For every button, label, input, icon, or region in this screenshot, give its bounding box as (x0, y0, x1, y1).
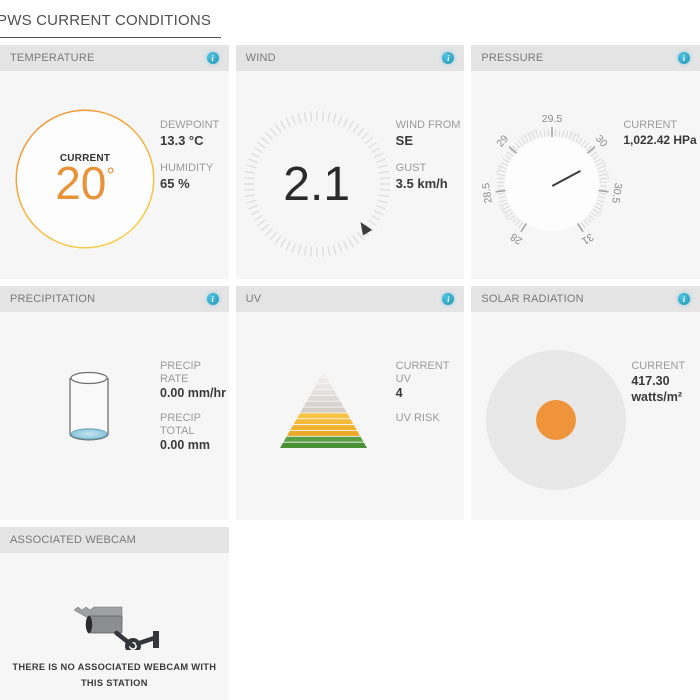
svg-text:28.5: 28.5 (480, 182, 495, 204)
svg-text:VERY DRY: VERY DRY (600, 158, 611, 182)
svg-text:30.5: 30.5 (610, 182, 625, 204)
svg-text:RAIN: RAIN (495, 164, 503, 176)
svg-text:FAIR: FAIR (570, 130, 582, 139)
svg-text:CHANGE: CHANGE (519, 128, 539, 141)
svg-text:31: 31 (580, 230, 596, 247)
svg-text:29.5: 29.5 (542, 113, 563, 125)
svg-text:30: 30 (593, 133, 610, 150)
svg-text:28: 28 (509, 230, 525, 247)
